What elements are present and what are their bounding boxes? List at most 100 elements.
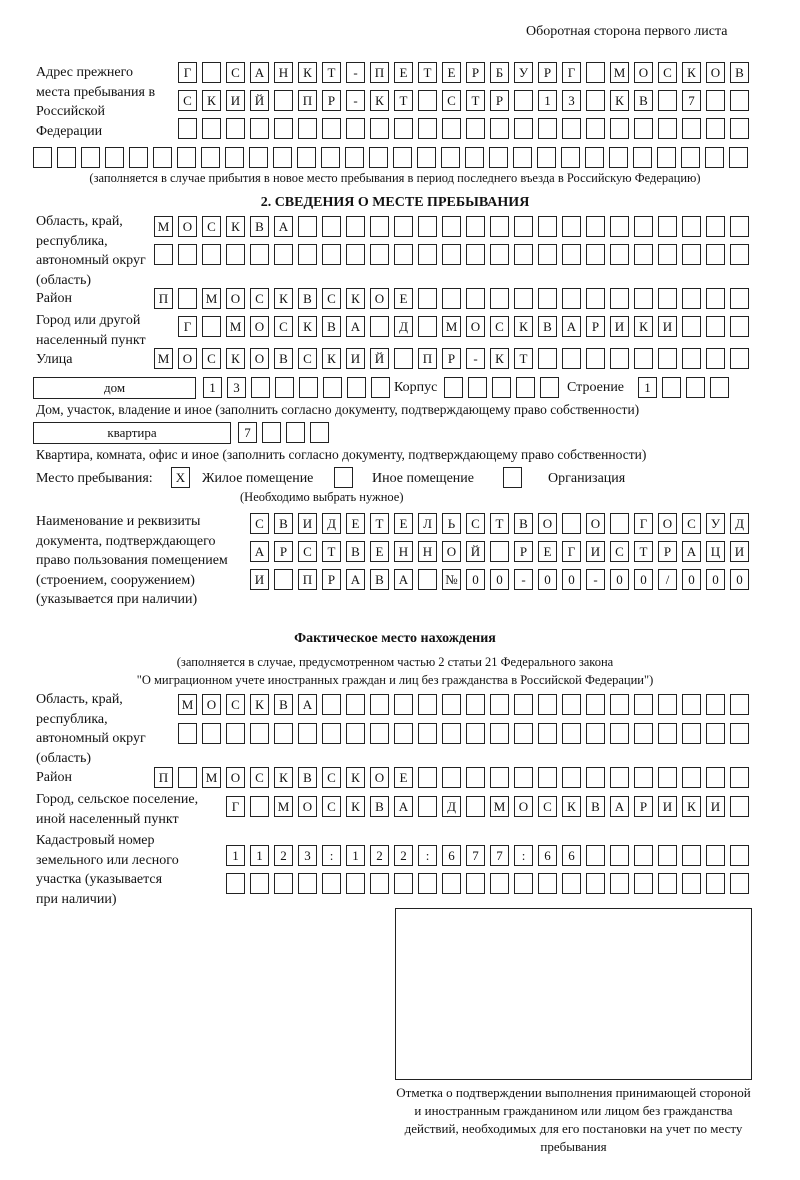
char-box[interactable]	[585, 147, 604, 168]
char-box[interactable]	[489, 147, 508, 168]
char-box[interactable]: С	[178, 90, 197, 111]
char-box[interactable]: А	[250, 62, 269, 83]
char-box[interactable]	[466, 244, 485, 265]
char-box[interactable]: 6	[562, 845, 581, 866]
char-box[interactable]: И	[706, 796, 725, 817]
char-box[interactable]: В	[346, 541, 365, 562]
char-box[interactable]	[370, 694, 389, 715]
char-box[interactable]: С	[466, 513, 485, 534]
char-box[interactable]: М	[154, 348, 173, 369]
char-box[interactable]	[540, 377, 559, 398]
char-box[interactable]	[394, 723, 413, 744]
char-box[interactable]	[490, 873, 509, 894]
char-box[interactable]: Г	[562, 62, 581, 83]
char-box[interactable]: В	[322, 316, 341, 337]
char-box[interactable]: 0	[682, 569, 701, 590]
char-box[interactable]: О	[178, 348, 197, 369]
char-box[interactable]	[682, 244, 701, 265]
char-box[interactable]	[658, 873, 677, 894]
char-box[interactable]	[466, 694, 485, 715]
char-box[interactable]: 3	[227, 377, 246, 398]
char-box[interactable]: Й	[370, 348, 389, 369]
char-box[interactable]	[466, 288, 485, 309]
char-box[interactable]: О	[466, 316, 485, 337]
char-box[interactable]: С	[490, 316, 509, 337]
char-box[interactable]	[490, 118, 509, 139]
char-box[interactable]	[658, 767, 677, 788]
char-box[interactable]	[516, 377, 535, 398]
char-box[interactable]: П	[298, 90, 317, 111]
char-box[interactable]: :	[514, 845, 533, 866]
char-box[interactable]	[490, 723, 509, 744]
char-box[interactable]	[586, 216, 605, 237]
stay-checkbox-other[interactable]	[334, 467, 353, 488]
char-box[interactable]	[492, 377, 511, 398]
char-box[interactable]	[538, 694, 557, 715]
char-box[interactable]: Т	[322, 541, 341, 562]
char-box[interactable]: П	[154, 767, 173, 788]
char-box[interactable]	[610, 513, 629, 534]
char-box[interactable]	[178, 723, 197, 744]
char-box[interactable]	[586, 62, 605, 83]
char-box[interactable]	[513, 147, 532, 168]
char-box[interactable]	[370, 723, 389, 744]
char-box[interactable]: О	[514, 796, 533, 817]
char-box[interactable]: К	[298, 316, 317, 337]
char-box[interactable]	[322, 873, 341, 894]
char-box[interactable]: Ь	[442, 513, 461, 534]
char-box[interactable]	[730, 796, 749, 817]
char-box[interactable]: В	[250, 216, 269, 237]
char-box[interactable]: Р	[442, 348, 461, 369]
char-box[interactable]: М	[154, 216, 173, 237]
char-box[interactable]: Е	[394, 513, 413, 534]
char-box[interactable]: Р	[322, 569, 341, 590]
char-box[interactable]	[393, 147, 412, 168]
char-box[interactable]	[201, 147, 220, 168]
char-box[interactable]: -	[346, 62, 365, 83]
char-box[interactable]: И	[610, 316, 629, 337]
char-box[interactable]: 3	[562, 90, 581, 111]
char-box[interactable]	[346, 723, 365, 744]
char-box[interactable]	[610, 694, 629, 715]
char-box[interactable]	[394, 244, 413, 265]
char-box[interactable]: К	[346, 767, 365, 788]
char-box[interactable]	[33, 147, 52, 168]
char-box[interactable]	[586, 845, 605, 866]
char-box[interactable]: К	[346, 796, 365, 817]
char-box[interactable]	[586, 767, 605, 788]
char-box[interactable]	[310, 422, 329, 443]
char-box[interactable]	[682, 694, 701, 715]
char-box[interactable]: Р	[466, 62, 485, 83]
char-box[interactable]	[418, 796, 437, 817]
char-box[interactable]: 0	[466, 569, 485, 590]
char-box[interactable]	[730, 767, 749, 788]
char-box[interactable]: :	[322, 845, 341, 866]
char-box[interactable]: А	[250, 541, 269, 562]
char-box[interactable]	[730, 316, 749, 337]
char-box[interactable]	[610, 845, 629, 866]
char-box[interactable]: О	[250, 316, 269, 337]
char-box[interactable]: Б	[490, 62, 509, 83]
char-box[interactable]	[370, 316, 389, 337]
char-box[interactable]	[274, 90, 293, 111]
char-box[interactable]: Т	[466, 90, 485, 111]
char-box[interactable]: И	[586, 541, 605, 562]
char-box[interactable]	[514, 723, 533, 744]
char-box[interactable]	[682, 723, 701, 744]
char-box[interactable]	[153, 147, 172, 168]
char-box[interactable]: Е	[442, 62, 461, 83]
char-box[interactable]	[202, 62, 221, 83]
char-box[interactable]: В	[274, 694, 293, 715]
char-box[interactable]: С	[538, 796, 557, 817]
char-box[interactable]: О	[298, 796, 317, 817]
char-box[interactable]: У	[514, 62, 533, 83]
char-box[interactable]: 6	[442, 845, 461, 866]
char-box[interactable]: А	[610, 796, 629, 817]
char-box[interactable]: 3	[298, 845, 317, 866]
char-box[interactable]	[442, 244, 461, 265]
char-box[interactable]	[251, 377, 270, 398]
char-box[interactable]	[706, 694, 725, 715]
char-box[interactable]	[538, 767, 557, 788]
char-box[interactable]: О	[442, 541, 461, 562]
char-box[interactable]	[226, 118, 245, 139]
